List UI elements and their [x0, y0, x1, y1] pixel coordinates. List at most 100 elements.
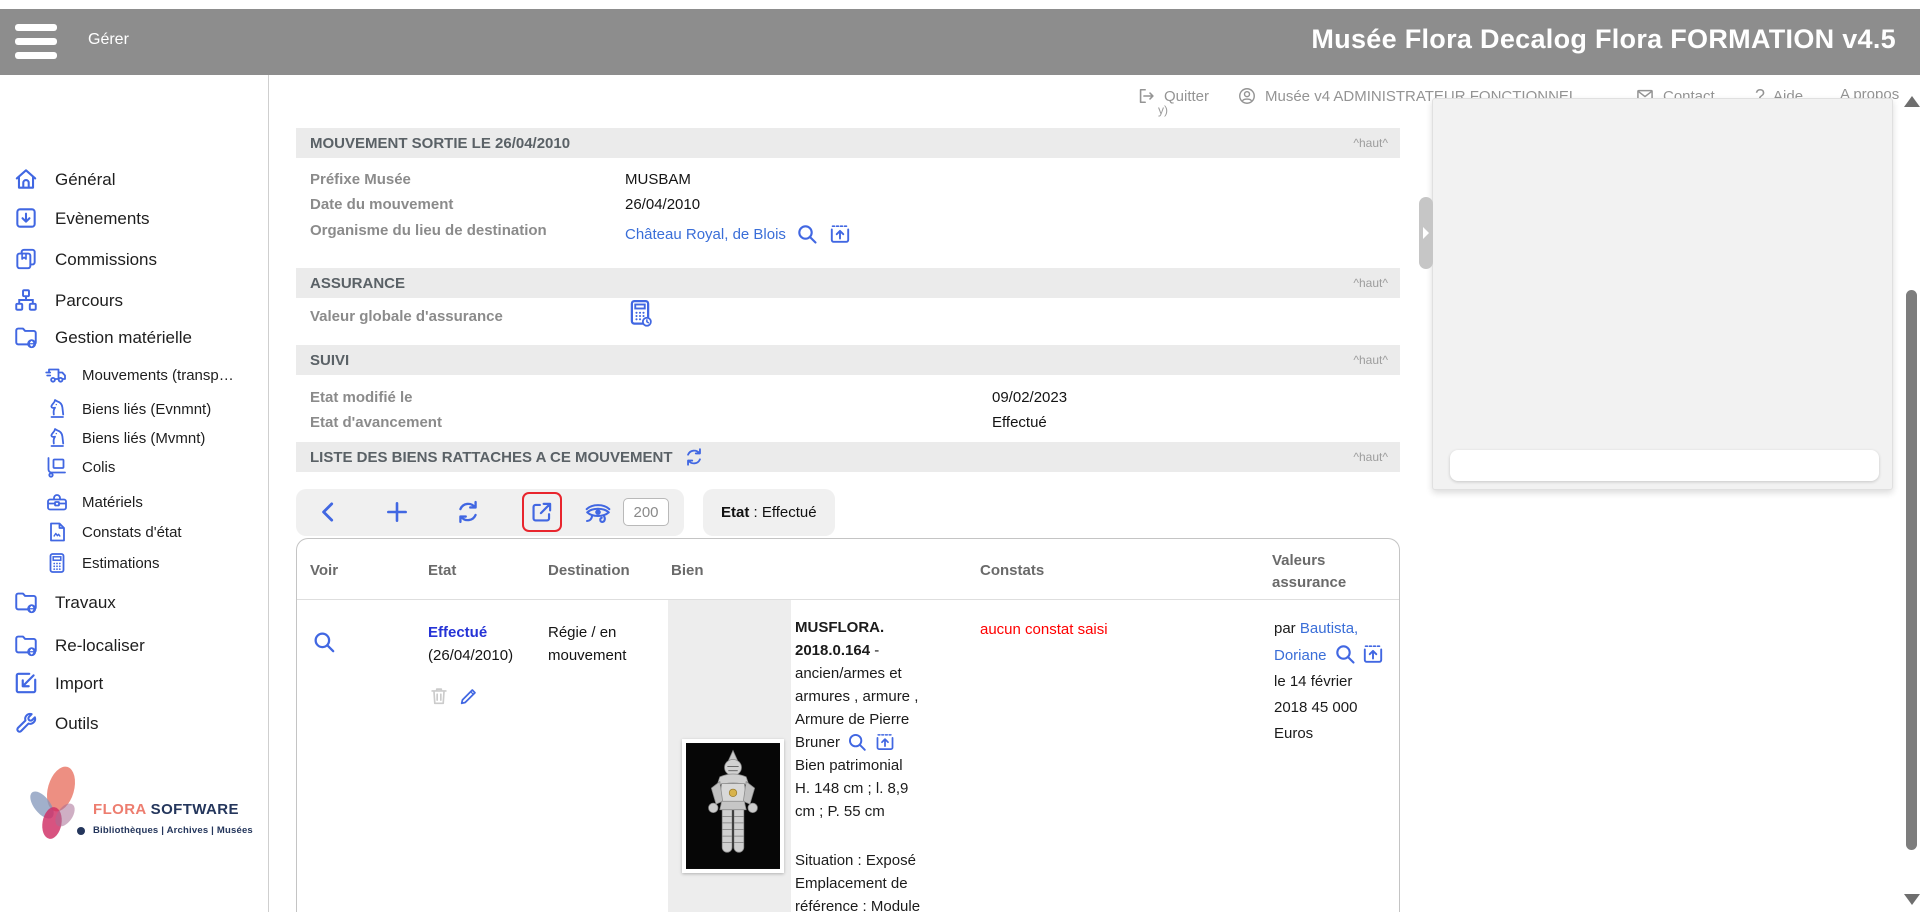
sidebar-item-outils[interactable]: Outils	[13, 710, 98, 736]
sidebar-item-estimations[interactable]: Estimations	[45, 551, 160, 575]
person-icon	[1237, 86, 1257, 106]
section-header-assurance: ASSURANCE ^haut^	[296, 268, 1400, 298]
field-label-etat-avancement: Etat d'avancement	[310, 414, 442, 431]
scrollbar-down-arrow[interactable]	[1904, 894, 1920, 905]
sidebar-item-gestion-materielle[interactable]: Gestion matérielle	[13, 324, 192, 350]
sidebar-item-materiels[interactable]: Matériels	[45, 490, 143, 514]
header-divider	[297, 599, 1399, 600]
sidebar-item-label: Commissions	[55, 249, 158, 269]
sidebar-item-label: Re-localiser	[55, 635, 145, 655]
edit-pencil-icon[interactable]	[458, 685, 480, 707]
box-arrow-down-icon	[13, 205, 39, 231]
hamburger-bar	[15, 52, 57, 59]
sidebar-item-parcours[interactable]: Parcours	[13, 287, 123, 313]
field-label-organisme: Organisme du lieu de destination	[310, 222, 547, 239]
column-header-etat: Etat	[428, 562, 457, 579]
sidebar-item-mouvements[interactable]: Mouvements (transp…	[45, 363, 234, 387]
toolbox-icon	[45, 490, 69, 514]
flora-logo-flower	[30, 766, 76, 839]
sidebar-item-commissions[interactable]: Commissions	[13, 246, 157, 272]
brand-flora: FLORA	[93, 801, 147, 818]
folder-globe-icon	[13, 632, 39, 658]
sidebar: Général Evènements Commissions Parcours …	[0, 75, 269, 912]
sidebar-item-label: Evènements	[55, 208, 150, 228]
export-button-highlighted[interactable]	[522, 492, 562, 532]
sidebar-item-label: Import	[55, 673, 104, 693]
section-title: LISTE DES BIENS RATTACHES A CE MOUVEMENT	[310, 448, 673, 466]
back-to-top-link[interactable]: ^haut^	[1353, 450, 1388, 464]
refresh-icon[interactable]	[683, 446, 705, 468]
app-title: Musée Flora Decalog Flora FORMATION v4.5	[1311, 24, 1896, 54]
sidebar-item-biens-lies-evnmnt[interactable]: Biens liés (Evnmnt)	[45, 397, 211, 421]
filter-tab-etat[interactable]: Etat : Effectué	[703, 489, 835, 536]
document-signature-icon	[45, 520, 69, 544]
sidebar-item-label: Outils	[55, 713, 99, 733]
assurance-amount: 45 000 Euros	[1274, 699, 1358, 742]
hamburger-bar	[15, 24, 57, 31]
sidebar-item-label: Gestion matérielle	[55, 327, 193, 347]
etat-date: (26/04/2010)	[428, 647, 514, 664]
back-to-top-link[interactable]: ^haut^	[1353, 136, 1388, 150]
sidebar-item-travaux[interactable]: Travaux	[13, 589, 116, 615]
biens-table: Voir Etat Destination Bien Constats Vale…	[296, 538, 1400, 912]
sidebar-item-import[interactable]: Import	[13, 670, 103, 696]
add-button[interactable]	[384, 499, 410, 525]
column-header-bien: Bien	[671, 562, 704, 579]
folder-globe-icon	[13, 324, 39, 350]
hamburger-menu-icon[interactable]	[15, 22, 59, 62]
trash-icon[interactable]	[428, 685, 450, 707]
bien-description-cell: MUSFLORA. 2018.0.164 - ancien/armes et a…	[795, 616, 947, 912]
field-value-date: 26/04/2010	[625, 196, 701, 213]
field-value-etat-avancement: Effectué	[992, 414, 1047, 431]
scrollbar-thumb[interactable]	[1906, 290, 1917, 850]
field-value-organisme: Château Royal, de Blois	[625, 222, 852, 246]
exit-icon	[1136, 86, 1156, 106]
brand-software: SOFTWARE	[146, 801, 239, 818]
sidebar-item-label: Parcours	[55, 290, 124, 310]
import-icon	[13, 670, 39, 696]
sidebar-item-biens-lies-mvmnt[interactable]: Biens liés (Mvmnt)	[45, 426, 205, 450]
calculator-clock-icon[interactable]	[625, 298, 655, 328]
horus-eye-button[interactable]	[584, 500, 612, 528]
page-size-input[interactable]	[623, 498, 669, 526]
etat-status-link[interactable]: Effectué	[428, 624, 488, 641]
list-toolbar	[296, 489, 684, 536]
bien-thumbnail-armor[interactable]	[682, 739, 784, 873]
panel-horizontal-scrollbar[interactable]	[1450, 450, 1879, 481]
sidebar-item-colis[interactable]: Colis	[45, 455, 115, 479]
search-icon[interactable]	[795, 222, 819, 246]
folder-globe-icon	[13, 589, 39, 615]
column-header-destination: Destination	[548, 562, 630, 579]
menu-label[interactable]: Gérer	[88, 31, 129, 48]
panel-collapse-handle[interactable]	[1419, 197, 1433, 269]
home-icon	[13, 166, 39, 192]
back-to-top-link[interactable]: ^haut^	[1353, 276, 1388, 290]
field-value-etat-modifie: 09/02/2023	[992, 389, 1068, 406]
sidebar-item-constats[interactable]: Constats d'état	[45, 520, 182, 544]
back-to-top-link[interactable]: ^haut^	[1353, 353, 1388, 367]
previous-button[interactable]	[316, 499, 342, 525]
recycle-refresh-button[interactable]	[454, 498, 482, 526]
sidebar-item-evenements[interactable]: Evènements	[13, 205, 150, 231]
quit-button[interactable]: Quitter	[1136, 86, 1209, 106]
bien-location: Emplacement de référence : Module	[795, 875, 921, 912]
search-icon[interactable]	[846, 731, 868, 753]
assurance-person-link[interactable]: Bautista, Doriane	[1274, 620, 1359, 664]
sidebar-item-label: Travaux	[55, 592, 116, 612]
open-record-icon[interactable]	[828, 222, 852, 246]
open-record-icon[interactable]	[1361, 642, 1385, 666]
field-label-date: Date du mouvement	[310, 196, 454, 213]
field-label-valeur-assurance: Valeur globale d'assurance	[310, 308, 503, 325]
sidebar-item-relocaliser[interactable]: Re-localiser	[13, 632, 145, 658]
view-record-search-icon[interactable]	[311, 629, 337, 655]
knight-icon	[45, 397, 69, 421]
scrollbar-up-arrow[interactable]	[1904, 96, 1920, 107]
open-record-icon[interactable]	[874, 731, 896, 753]
organisme-link[interactable]: Château Royal, de Blois	[625, 225, 786, 243]
section-header-liste-biens: LISTE DES BIENS RATTACHES A CE MOUVEMENT…	[296, 442, 1400, 472]
sidebar-item-general[interactable]: Général	[13, 166, 115, 192]
search-icon[interactable]	[1333, 642, 1357, 666]
sidebar-item-label: Colis	[82, 458, 116, 476]
quit-label: Quitter	[1164, 87, 1210, 105]
